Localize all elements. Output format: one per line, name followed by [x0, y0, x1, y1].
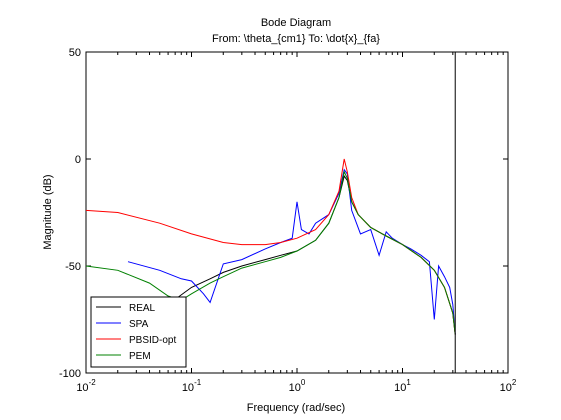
chart-title: Bode Diagram: [261, 17, 331, 29]
legend: REAL SPA PBSID-opt PEM: [90, 296, 187, 368]
x-tick-label: 10-2: [76, 378, 96, 394]
x-tick-label: 102: [500, 378, 517, 394]
chart-subtitle: From: \theta_{cm1} To: \dot{x}_{fa}: [212, 33, 380, 45]
y-tick-label: 50: [69, 47, 81, 59]
y-tick-label: -100: [59, 368, 81, 380]
legend-label-pbsid-opt: PBSID-opt: [129, 335, 176, 346]
x-tick-label: 10-1: [182, 378, 202, 394]
series-line-spa: [127, 168, 456, 335]
legend-label-spa: SPA: [129, 319, 149, 330]
x-tick-label: 101: [394, 378, 411, 394]
y-tick-label: 0: [75, 154, 81, 166]
y-axis-label: Magnitude (dB): [42, 174, 54, 249]
legend-label-pem: PEM: [129, 351, 151, 362]
legend-label-real: REAL: [129, 303, 156, 314]
x-axis-label: Frequency (rad/sec): [247, 402, 345, 414]
x-tick-label: 100: [289, 378, 306, 394]
y-tick-label: -50: [65, 261, 81, 273]
